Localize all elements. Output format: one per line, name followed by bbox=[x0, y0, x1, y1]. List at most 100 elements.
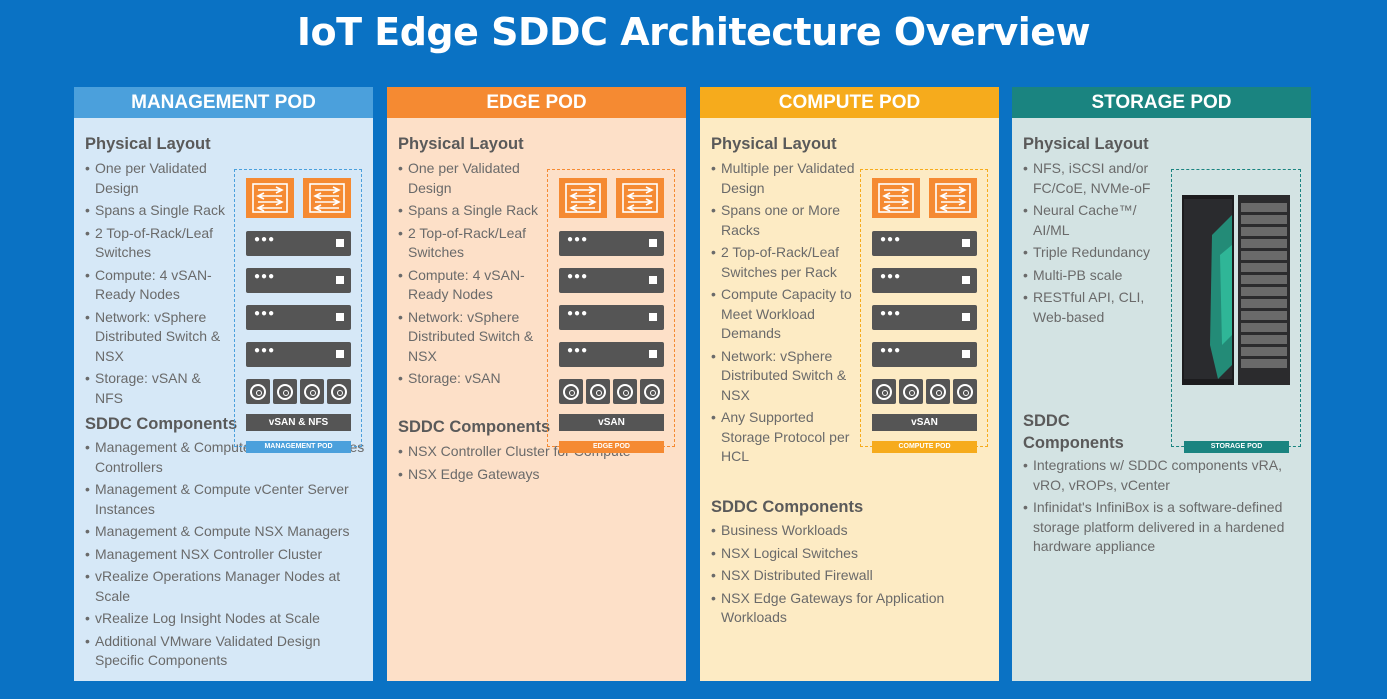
edge-rack-label: EDGE POD bbox=[559, 441, 664, 453]
list-item: 2 Top-of-Rack/Leaf Switches per Rack bbox=[711, 243, 856, 282]
page-title: IoT Edge SDDC Architecture Overview bbox=[296, 10, 1091, 54]
server-node-icon: ●●● bbox=[872, 305, 977, 330]
disk-icon bbox=[273, 379, 297, 404]
disk-icon bbox=[640, 379, 664, 404]
list-item: Spans a Single Rack bbox=[398, 201, 540, 221]
list-item: Storage: vSAN & NFS bbox=[85, 369, 227, 408]
list-item: NSX Edge Gateways bbox=[398, 465, 678, 485]
list-item: Compute: 4 vSAN-Ready Nodes bbox=[398, 266, 540, 305]
server-node-icon: ●●● bbox=[246, 231, 351, 256]
server-node-icon: ●●● bbox=[559, 305, 664, 330]
management-sddc-title: SDDC Components bbox=[85, 415, 238, 433]
server-node-icon: ●●● bbox=[559, 268, 664, 293]
switch-arrows-icon bbox=[565, 183, 601, 213]
server-node-icon: ●●● bbox=[246, 305, 351, 330]
switch-arrows-icon bbox=[622, 183, 658, 213]
edge-sddc-title: SDDC Components bbox=[398, 418, 551, 436]
list-item: 2 Top-of-Rack/Leaf Switches bbox=[85, 224, 227, 263]
switch-arrows-icon bbox=[252, 183, 288, 213]
management-pod-header: MANAGEMENT POD bbox=[74, 87, 373, 118]
compute-physical-list: Multiple per Validated DesignSpans one o… bbox=[711, 159, 856, 470]
switch-icon bbox=[559, 178, 607, 218]
switch-arrows-icon bbox=[878, 183, 914, 213]
list-item: Any Supported Storage Protocol per HCL bbox=[711, 408, 856, 467]
storage-pod-header: STORAGE POD bbox=[1012, 87, 1311, 118]
server-node-icon: ●●● bbox=[559, 231, 664, 256]
list-item: Spans a Single Rack bbox=[85, 201, 227, 221]
compute-pod-header: COMPUTE POD bbox=[700, 87, 999, 118]
switch-icon bbox=[303, 178, 351, 218]
server-node-icon: ●●● bbox=[246, 268, 351, 293]
storage-pod: STORAGE POD Physical Layout NFS, iSCSI a… bbox=[1012, 87, 1311, 681]
list-item: Integrations w/ SDDC components vRA, vRO… bbox=[1023, 456, 1308, 495]
compute-rack-storage: vSAN bbox=[872, 414, 977, 431]
server-node-icon: ●●● bbox=[246, 342, 351, 367]
list-item: One per Validated Design bbox=[398, 159, 540, 198]
list-item: vRealize Log Insight Nodes at Scale bbox=[85, 609, 365, 629]
list-item: Network: vSphere Distributed Switch & NS… bbox=[711, 347, 856, 406]
switch-icon bbox=[929, 178, 977, 218]
management-physical-list: One per Validated Design Spans a Single R… bbox=[85, 159, 227, 411]
list-item: Business Workloads bbox=[711, 521, 991, 541]
switch-arrows-icon bbox=[935, 183, 971, 213]
list-item: RESTful API, CLI, Web-based bbox=[1023, 288, 1158, 327]
compute-pod-body: Physical Layout Multiple per Validated D… bbox=[700, 118, 999, 681]
storage-rack-label: STORAGE POD bbox=[1184, 441, 1289, 453]
compute-pod: COMPUTE POD Physical Layout Multiple per… bbox=[700, 87, 999, 681]
list-item: Storage: vSAN bbox=[398, 369, 540, 389]
edge-pod-header: EDGE POD bbox=[387, 87, 686, 118]
management-pod: MANAGEMENT POD Physical Layout One per V… bbox=[74, 87, 373, 681]
management-rack-label: MANAGEMENT POD bbox=[246, 441, 351, 453]
list-item: Compute Capacity to Meet Workload Demand… bbox=[711, 285, 856, 344]
disk-icon bbox=[559, 379, 583, 404]
switch-icon bbox=[246, 178, 294, 218]
list-item: NFS, iSCSI and/or FC/CoE, NVMe-oF bbox=[1023, 159, 1158, 198]
storage-pod-body: Physical Layout NFS, iSCSI and/or FC/CoE… bbox=[1012, 118, 1311, 681]
edge-physical-list: One per Validated Design Spans a Single R… bbox=[398, 159, 540, 392]
storage-sddc-title: SDDC Components bbox=[1023, 412, 1124, 452]
storage-rack-diagram: STORAGE POD bbox=[1171, 169, 1301, 453]
management-pod-body: Physical Layout One per Validated Design… bbox=[74, 118, 373, 681]
management-sddc-list: Management & Compute Platform Services C… bbox=[85, 438, 365, 674]
disk-icon bbox=[926, 379, 950, 404]
server-node-icon: ●●● bbox=[559, 342, 664, 367]
disk-icon bbox=[872, 379, 896, 404]
storage-physical-list: NFS, iSCSI and/or FC/CoE, NVMe-oFNeural … bbox=[1023, 159, 1158, 330]
server-node-icon: ●●● bbox=[872, 231, 977, 256]
list-item: Neural Cache™/ AI/ML bbox=[1023, 201, 1158, 240]
management-rack-storage: vSAN & NFS bbox=[246, 414, 351, 431]
list-item: Multi-PB scale bbox=[1023, 266, 1158, 286]
compute-physical-title: Physical Layout bbox=[711, 135, 837, 153]
storage-sddc-list: Integrations w/ SDDC components vRA, vRO… bbox=[1023, 456, 1308, 560]
edge-pod: EDGE POD Physical Layout One per Validat… bbox=[387, 87, 686, 681]
server-node-icon: ●●● bbox=[872, 268, 977, 293]
disk-icon bbox=[586, 379, 610, 404]
edge-rack-storage: vSAN bbox=[559, 414, 664, 431]
management-physical-title: Physical Layout bbox=[85, 135, 211, 153]
disk-icon bbox=[613, 379, 637, 404]
list-item: Management & Compute vCenter Server Inst… bbox=[85, 480, 365, 519]
switch-arrows-icon bbox=[309, 183, 345, 213]
list-item: Management & Compute NSX Managers bbox=[85, 522, 365, 542]
management-rack-diagram: ●●● ●●● ●●● ●●● vSAN & NFS MANAGEMENT PO… bbox=[234, 169, 362, 453]
list-item: Additional VMware Validated Design Speci… bbox=[85, 632, 365, 671]
list-item: 2 Top-of-Rack/Leaf Switches bbox=[398, 224, 540, 263]
switch-icon bbox=[872, 178, 920, 218]
infinibox-appliance-icon bbox=[1182, 195, 1290, 385]
list-item: Compute: 4 vSAN-Ready Nodes bbox=[85, 266, 227, 305]
disk-icon bbox=[327, 379, 351, 404]
list-item: NSX Edge Gateways for Application Worklo… bbox=[711, 589, 991, 628]
list-item: Triple Redundancy bbox=[1023, 243, 1158, 263]
disk-icon bbox=[300, 379, 324, 404]
list-item: One per Validated Design bbox=[85, 159, 227, 198]
list-item: Network: vSphere Distributed Switch & NS… bbox=[85, 308, 227, 367]
disk-icon bbox=[246, 379, 270, 404]
list-item: NSX Distributed Firewall bbox=[711, 566, 991, 586]
switch-icon bbox=[616, 178, 664, 218]
list-item: vRealize Operations Manager Nodes at Sca… bbox=[85, 567, 365, 606]
edge-pod-body: Physical Layout One per Validated Design… bbox=[387, 118, 686, 681]
storage-physical-title: Physical Layout bbox=[1023, 135, 1149, 153]
list-item: Network: vSphere Distributed Switch & NS… bbox=[398, 308, 540, 367]
compute-rack-label: COMPUTE POD bbox=[872, 441, 977, 453]
